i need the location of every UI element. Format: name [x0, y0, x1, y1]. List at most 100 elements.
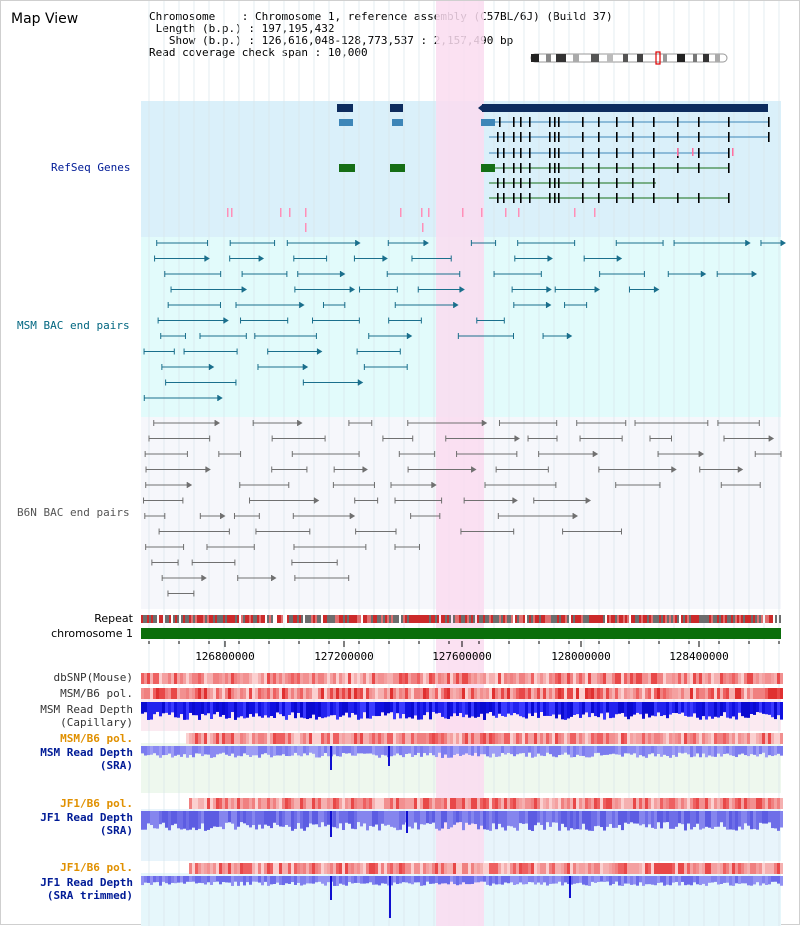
msm-bac-pair[interactable]	[167, 302, 221, 308]
msm-bac-pair[interactable]	[257, 364, 309, 370]
b6n-bac-pair[interactable]	[576, 420, 627, 426]
msm-bac-pair[interactable]	[470, 240, 497, 246]
b6n-bac-pair[interactable]	[527, 435, 558, 442]
gene-block-dark[interactable]	[337, 104, 353, 112]
b6n-bac-pair[interactable]	[145, 466, 211, 473]
msm-bac-pair[interactable]	[583, 255, 623, 262]
chromosome-bar[interactable]	[141, 628, 781, 639]
b6n-bac-pair[interactable]	[456, 451, 518, 457]
b6n-bac-pair[interactable]	[167, 590, 195, 597]
jf1-b6-pol-trim-track[interactable]	[189, 863, 783, 874]
msm-bac-pair[interactable]	[241, 271, 288, 277]
b6n-bac-pair[interactable]	[355, 528, 397, 535]
b6n-bac-pair[interactable]	[394, 544, 421, 550]
msm-bac-pair[interactable]	[240, 317, 289, 324]
msm-bac-pair[interactable]	[554, 286, 600, 293]
b6n-bac-pair[interactable]	[394, 497, 443, 504]
msm-bac-pair[interactable]	[363, 364, 408, 370]
jf1-b6-pol-track[interactable]	[189, 798, 783, 809]
gene-block-mid[interactable]	[481, 119, 495, 126]
msm-bac-pair[interactable]	[183, 348, 238, 355]
msm-bac-pair[interactable]	[457, 333, 514, 339]
msm-bac-pair[interactable]	[353, 255, 388, 262]
gene-transcript[interactable]	[495, 117, 770, 127]
b6n-bac-pair[interactable]	[233, 513, 260, 519]
b6n-bac-end-pairs[interactable]	[143, 420, 782, 597]
msm-bac-pair[interactable]	[154, 255, 210, 262]
msm-bac-pair[interactable]	[388, 317, 422, 324]
msm-bac-pair[interactable]	[254, 333, 317, 339]
gene-block-green[interactable]	[481, 164, 495, 172]
msm-bac-pair[interactable]	[716, 271, 758, 277]
b6n-bac-pair[interactable]	[199, 513, 226, 519]
msm-bac-pair[interactable]	[297, 271, 346, 277]
b6n-bac-pair[interactable]	[579, 435, 623, 442]
b6n-bac-pair[interactable]	[145, 544, 185, 550]
label-refseq-genes[interactable]: RefSeq Genes	[51, 161, 131, 174]
b6n-bac-pair[interactable]	[332, 482, 376, 488]
msm-bac-pair[interactable]	[302, 379, 364, 386]
msm-bac-pair[interactable]	[667, 271, 707, 277]
gene-block-mid[interactable]	[339, 119, 353, 126]
msm-bac-pair[interactable]	[267, 348, 323, 355]
b6n-bac-pair[interactable]	[291, 559, 338, 566]
gene-block-large[interactable]	[482, 104, 768, 112]
msm-bac-pair[interactable]	[517, 240, 576, 246]
msm-bac-pair[interactable]	[513, 302, 552, 308]
b6n-bac-pair[interactable]	[407, 466, 477, 473]
b6n-bac-pair[interactable]	[237, 575, 277, 581]
gene-block-green[interactable]	[339, 164, 355, 172]
b6n-bac-pair[interactable]	[657, 451, 705, 457]
b6n-bac-pair[interactable]	[239, 482, 290, 488]
b6n-bac-pair[interactable]	[407, 420, 488, 426]
msm-bac-pair[interactable]	[322, 302, 346, 308]
b6n-bac-pair[interactable]	[291, 451, 360, 457]
b6n-bac-pair[interactable]	[218, 451, 242, 457]
b6n-bac-pair[interactable]	[143, 497, 184, 504]
b6n-bac-pair[interactable]	[382, 435, 414, 442]
b6n-bac-pair[interactable]	[333, 466, 368, 473]
msm-bac-pair[interactable]	[199, 333, 247, 339]
b6n-bac-pair[interactable]	[723, 435, 775, 442]
b6n-bac-pair[interactable]	[463, 497, 518, 504]
msm-bac-pair[interactable]	[615, 240, 664, 246]
b6n-bac-pair[interactable]	[294, 575, 350, 581]
msm-bac-pair[interactable]	[143, 348, 175, 355]
msm-bac-pair[interactable]	[417, 286, 465, 293]
label-b6n-bac[interactable]: B6N BAC end pairs	[17, 506, 130, 519]
jf1-depth-trim-track[interactable]	[141, 876, 783, 918]
jf1-depth-sra-track[interactable]	[141, 811, 783, 837]
b6n-bac-pair[interactable]	[161, 575, 207, 581]
msm-bac-pair[interactable]	[156, 240, 209, 246]
dbsnp-track[interactable]	[141, 673, 783, 684]
b6n-bac-pair[interactable]	[497, 513, 579, 519]
msm-bac-pair[interactable]	[386, 271, 461, 277]
b6n-bac-pair[interactable]	[206, 544, 255, 550]
msm-bac-pair[interactable]	[476, 317, 505, 324]
b6n-bac-pair[interactable]	[598, 466, 677, 473]
b6n-bac-pair[interactable]	[252, 420, 303, 426]
msm-bac-pair[interactable]	[368, 333, 413, 339]
refseq-genes[interactable]	[227, 104, 770, 232]
msm-bac-pair[interactable]	[293, 255, 328, 262]
msm-bac-pair[interactable]	[286, 240, 361, 246]
b6n-bac-pair[interactable]	[460, 528, 515, 535]
chromosome-ideogram[interactable]	[530, 51, 728, 65]
msm-bac-pair[interactable]	[511, 286, 552, 293]
b6n-bac-pair[interactable]	[249, 497, 320, 504]
msm-bac-pair[interactable]	[387, 240, 429, 246]
msm-bac-pair[interactable]	[628, 286, 660, 293]
b6n-bac-pair[interactable]	[293, 544, 367, 550]
b6n-bac-pair[interactable]	[754, 451, 782, 457]
b6n-bac-pair[interactable]	[498, 420, 558, 426]
msm-bac-pair[interactable]	[294, 286, 356, 293]
msm-bac-end-pairs[interactable]	[143, 240, 786, 401]
b6n-bac-pair[interactable]	[484, 482, 557, 488]
b6n-bac-pair[interactable]	[348, 420, 373, 426]
msm-bac-pair[interactable]	[311, 317, 360, 324]
msm-bac-pair[interactable]	[411, 255, 452, 262]
gene-block-dark[interactable]	[390, 104, 403, 112]
b6n-bac-pair[interactable]	[271, 466, 308, 473]
b6n-bac-pair[interactable]	[292, 513, 356, 519]
msm-depth-capillary-track[interactable]	[141, 702, 783, 720]
